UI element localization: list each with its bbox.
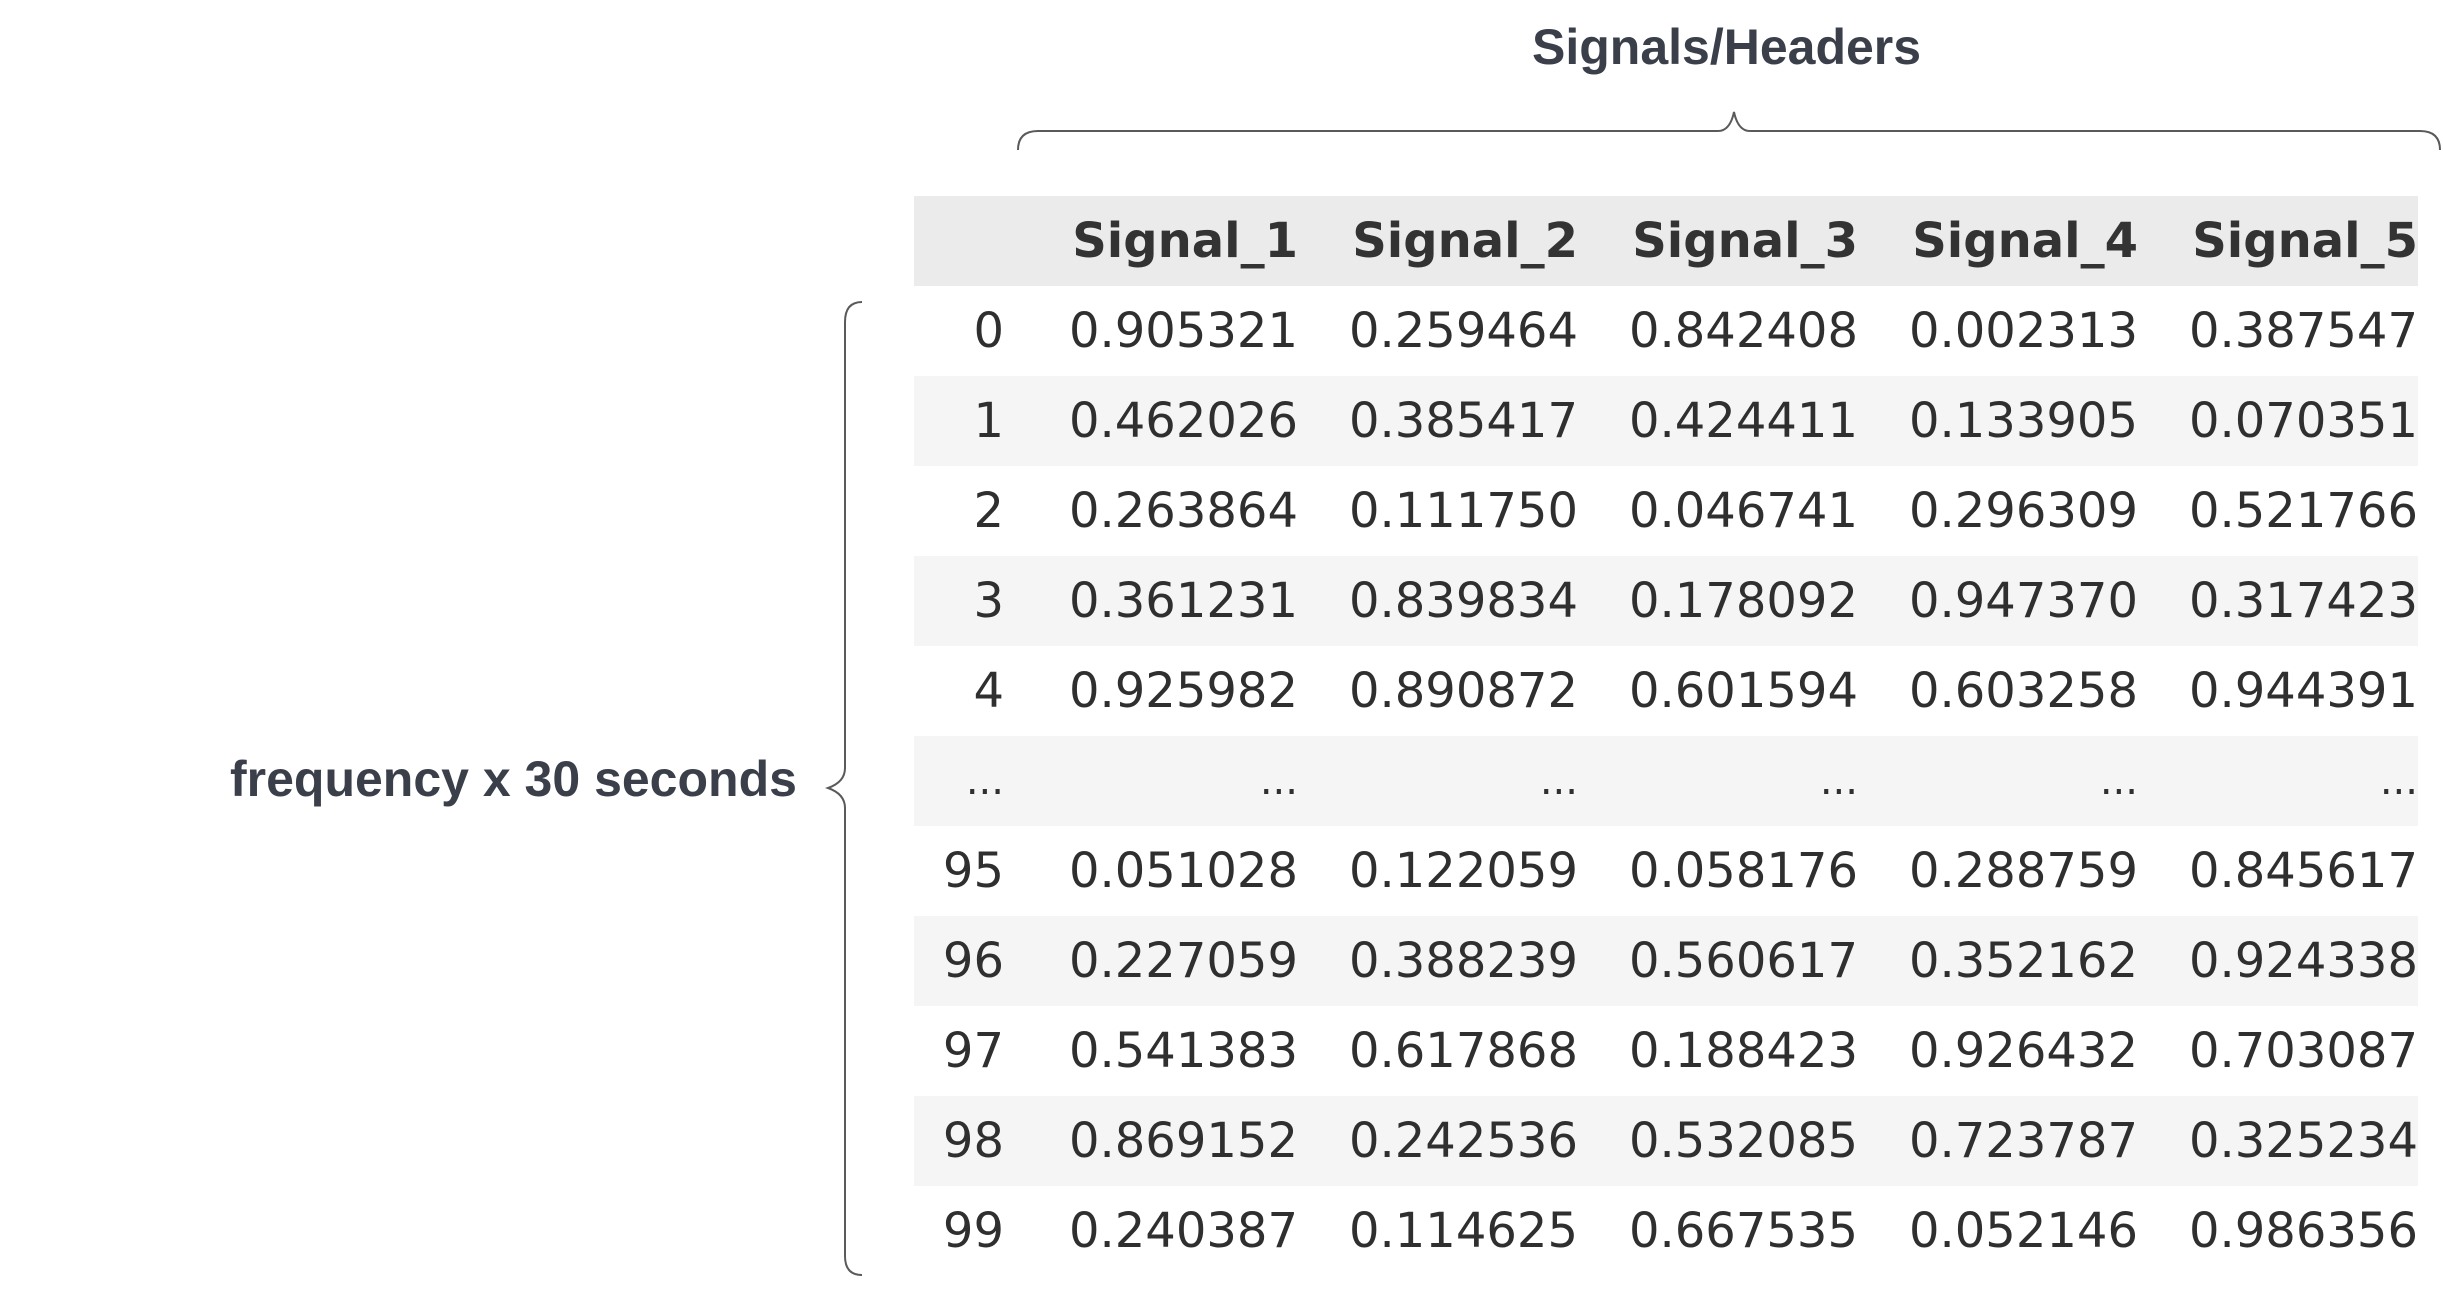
table-cell: 0.317423	[2188, 573, 2418, 629]
row-index: ...	[965, 758, 1004, 804]
table-cell: 0.242536	[1348, 1113, 1578, 1169]
row-index: 96	[942, 933, 1004, 989]
table-cell: 0.845617	[2188, 843, 2418, 899]
signals-table: Signal_1 Signal_2 Signal_3 Signal_4 Sign…	[914, 196, 2418, 1276]
table-cell: 0.325234	[2188, 1113, 2418, 1169]
table-cell: 0.288759	[1908, 843, 2138, 899]
table-cell: 0.925982	[1068, 663, 1298, 719]
table-cell: 0.890872	[1348, 663, 1578, 719]
table-cell: 0.560617	[1628, 933, 1858, 989]
column-header: Signal_5	[2192, 213, 2418, 269]
table-cell: 0.986356	[2188, 1203, 2418, 1259]
table-cell: 0.122059	[1348, 843, 1578, 899]
table-cell: 0.924338	[2188, 933, 2418, 989]
table-cell: 0.296309	[1908, 483, 2138, 539]
table-cell: 0.532085	[1628, 1113, 1858, 1169]
table-row: 96 0.227059 0.388239 0.560617 0.352162 0…	[914, 916, 2418, 1006]
table-cell: 0.926432	[1908, 1023, 2138, 1079]
row-index: 1	[973, 393, 1004, 449]
row-index: 0	[973, 303, 1004, 359]
table-cell: 0.114625	[1348, 1203, 1578, 1259]
row-index: 99	[942, 1203, 1004, 1259]
table-cell: ...	[1539, 758, 1578, 804]
column-header: Signal_4	[1912, 213, 2138, 269]
table-cell: 0.111750	[1348, 483, 1578, 539]
table-cell: 0.070351	[2188, 393, 2418, 449]
table-cell: 0.133905	[1908, 393, 2138, 449]
table-cell: 0.541383	[1068, 1023, 1298, 1079]
table-cell: 0.603258	[1908, 663, 2138, 719]
table-row: 4 0.925982 0.890872 0.601594 0.603258 0.…	[914, 646, 2418, 736]
table-cell: 0.869152	[1068, 1113, 1298, 1169]
table-cell: 0.842408	[1628, 303, 1858, 359]
table-cell: 0.052146	[1908, 1203, 2138, 1259]
table-cell: 0.703087	[2188, 1023, 2418, 1079]
index-header	[914, 196, 1018, 286]
table-row: 95 0.051028 0.122059 0.058176 0.288759 0…	[914, 826, 2418, 916]
table-cell: 0.051028	[1068, 843, 1298, 899]
row-index: 2	[973, 483, 1004, 539]
table-cell: ...	[1819, 758, 1858, 804]
table-cell: 0.263864	[1068, 483, 1298, 539]
column-header: Signal_3	[1632, 213, 1858, 269]
row-index: 4	[973, 663, 1004, 719]
table-cell: 0.601594	[1628, 663, 1858, 719]
table-row: 97 0.541383 0.617868 0.188423 0.926432 0…	[914, 1006, 2418, 1096]
signals-headers-label: Signals/Headers	[1532, 19, 1922, 75]
table-row: 0 0.905321 0.259464 0.842408 0.002313 0.…	[914, 286, 2418, 376]
table-cell: 0.178092	[1628, 573, 1858, 629]
table-row: 2 0.263864 0.111750 0.046741 0.296309 0.…	[914, 466, 2418, 556]
row-index: 95	[942, 843, 1004, 899]
header-row: Signal_1 Signal_2 Signal_3 Signal_4 Sign…	[914, 196, 2418, 286]
table-cell: ...	[2379, 758, 2418, 804]
table-row: 3 0.361231 0.839834 0.178092 0.947370 0.…	[914, 556, 2418, 646]
ellipsis-row: ... ... ... ... ... ...	[914, 736, 2418, 826]
table-cell: 0.387547	[2188, 303, 2418, 359]
table-cell: ...	[2099, 758, 2138, 804]
table-cell: 0.388239	[1348, 933, 1578, 989]
table-cell: 0.723787	[1908, 1113, 2138, 1169]
table-row: 99 0.240387 0.114625 0.667535 0.052146 0…	[914, 1186, 2418, 1276]
table-cell: 0.617868	[1348, 1023, 1578, 1079]
table-cell: 0.947370	[1908, 573, 2138, 629]
frequency-label: frequency x 30 seconds	[230, 751, 797, 807]
table-cell: 0.667535	[1628, 1203, 1858, 1259]
table-cell: 0.002313	[1908, 303, 2138, 359]
table-cell: 0.188423	[1628, 1023, 1858, 1079]
table-cell: 0.361231	[1068, 573, 1298, 629]
table-cell: 0.944391	[2188, 663, 2418, 719]
table-cell: 0.046741	[1628, 483, 1858, 539]
table-row: 1 0.462026 0.385417 0.424411 0.133905 0.…	[914, 376, 2418, 466]
row-index: 97	[942, 1023, 1004, 1079]
table-cell: ...	[1259, 758, 1298, 804]
table-cell: 0.058176	[1628, 843, 1858, 899]
table-cell: 0.240387	[1068, 1203, 1298, 1259]
table-cell: 0.905321	[1068, 303, 1298, 359]
table-cell: 0.424411	[1628, 393, 1858, 449]
column-header: Signal_1	[1072, 213, 1298, 269]
table-cell: 0.259464	[1348, 303, 1578, 359]
table-cell: 0.385417	[1348, 393, 1578, 449]
table-cell: 0.462026	[1068, 393, 1298, 449]
row-index: 3	[973, 573, 1004, 629]
table-cell: 0.521766	[2188, 483, 2418, 539]
table-row: 98 0.869152 0.242536 0.532085 0.723787 0…	[914, 1096, 2418, 1186]
table-cell: 0.227059	[1068, 933, 1298, 989]
table-cell: 0.839834	[1348, 573, 1578, 629]
column-header: Signal_2	[1352, 213, 1578, 269]
table-cell: 0.352162	[1908, 933, 2138, 989]
row-index: 98	[942, 1113, 1004, 1169]
